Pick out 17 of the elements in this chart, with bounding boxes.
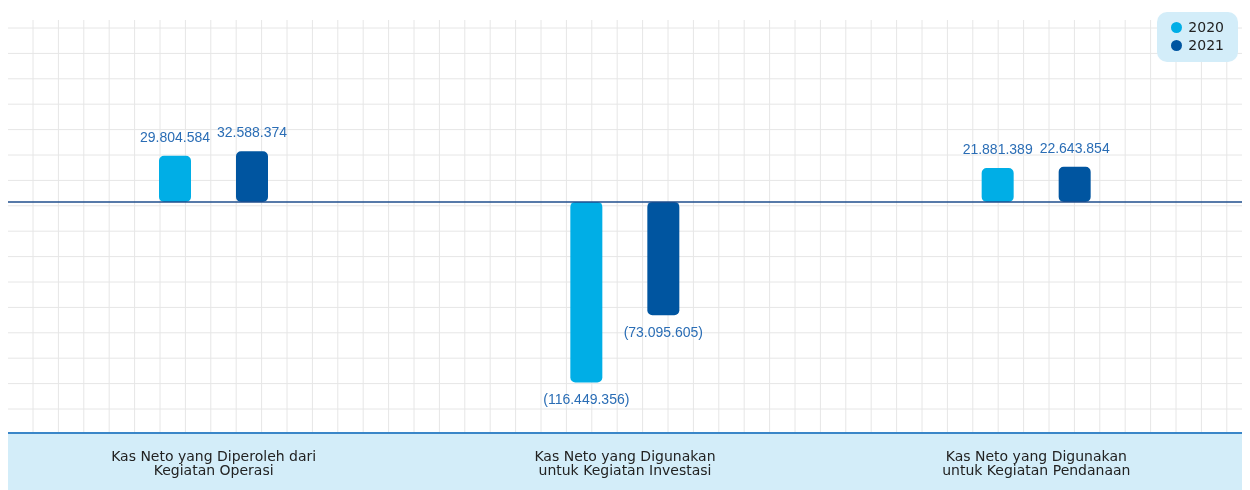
bar <box>236 151 268 202</box>
legend-label: 2021 <box>1188 36 1224 54</box>
x-tick-label: Kas Neto yang Diperoleh dari Kegiatan Operasi <box>111 447 317 478</box>
bar <box>159 155 191 202</box>
bar <box>1058 166 1091 202</box>
data-label: 21.881.389 <box>962 140 1033 157</box>
bar <box>647 201 680 316</box>
bar <box>981 167 1014 202</box>
legend-label: 2020 <box>1188 18 1224 36</box>
data-label: 32.588.374 <box>216 124 288 141</box>
x-tick-label: Kas Neto yang Digunakan untuk Kegiatan Investasi <box>534 447 716 478</box>
x-tick-label: Kas Neto yang Digunakan untuk Kegiatan Pendanaan <box>942 447 1131 478</box>
data-label: (116.449.356) <box>543 391 630 408</box>
bar <box>570 201 603 383</box>
data-label: 22.643.854 <box>1039 139 1110 156</box>
data-label: 29.804.584 <box>139 128 211 145</box>
data-label: (73.095.605) <box>623 324 704 341</box>
